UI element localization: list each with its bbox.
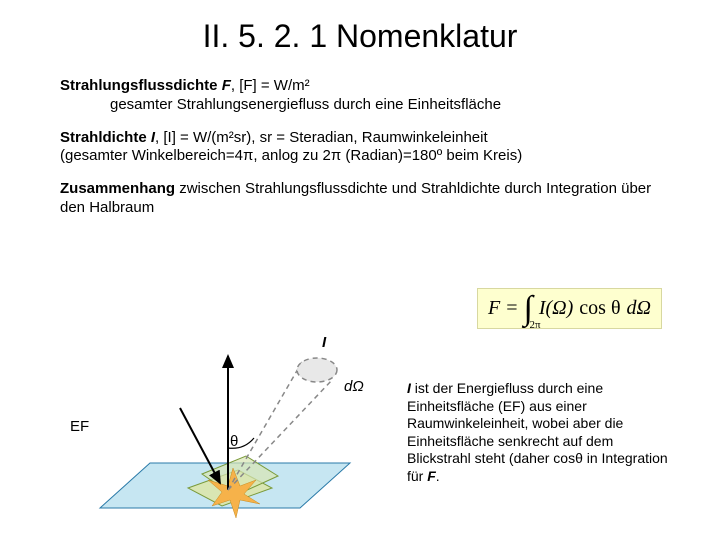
para-strahldichte: Strahldichte I, [I] = W/(m²sr), sr = Ste… bbox=[60, 129, 660, 167]
explanation-text: I ist der Energiefluss durch eine Einhei… bbox=[407, 380, 672, 485]
label-i: I bbox=[322, 334, 326, 351]
flussdichte-tail: , [F] = W/m² bbox=[231, 77, 310, 94]
flussdichte-head: Strahlungsflussdichte bbox=[60, 77, 222, 94]
diagram: EF θ I dΩ bbox=[70, 338, 380, 548]
strahldichte-tail: , [I] = W/(m²sr), sr = Steradian, Raumwi… bbox=[155, 129, 488, 146]
para-flussdichte: Strahlungsflussdichte F, [F] = W/m² gesa… bbox=[60, 77, 660, 115]
integral-bound: 2π bbox=[530, 321, 541, 330]
explain-f: F bbox=[427, 468, 436, 484]
explain-end: . bbox=[436, 468, 440, 484]
label-theta: θ bbox=[230, 433, 238, 450]
formula-eq: = bbox=[506, 297, 517, 320]
strahldichte-line2: (gesamter Winkelbereich=4π, anlog zu 2π … bbox=[60, 147, 522, 164]
formula-integrand2: cos θ bbox=[579, 297, 620, 320]
strahldichte-head: Strahldichte bbox=[60, 129, 151, 146]
content-block: Strahlungsflussdichte F, [F] = W/m² gesa… bbox=[0, 77, 720, 218]
formula-lhs: F bbox=[488, 297, 500, 320]
label-domega: dΩ bbox=[344, 378, 364, 395]
cone-cap bbox=[297, 358, 337, 382]
formula-dvar: dΩ bbox=[627, 297, 651, 320]
zusammenhang-head: Zusammenhang bbox=[60, 180, 175, 197]
flussdichte-sub: gesamter Strahlungsenergiefluss durch ei… bbox=[110, 96, 660, 115]
integral-sign: ∫2π bbox=[524, 295, 533, 322]
label-ef: EF bbox=[70, 418, 89, 435]
diagram-svg bbox=[70, 338, 380, 548]
page-title: II. 5. 2. 1 Nomenklatur bbox=[0, 18, 720, 55]
formula-integrand1: I(Ω) bbox=[539, 297, 573, 320]
para-zusammenhang: Zusammenhang zwischen Strahlungsflussdic… bbox=[60, 180, 660, 218]
explain-body: ist der Energiefluss durch eine Einheits… bbox=[407, 380, 668, 484]
flussdichte-symbol: F bbox=[222, 77, 231, 94]
formula-box: F = ∫2π I(Ω) cos θ dΩ bbox=[477, 288, 662, 329]
